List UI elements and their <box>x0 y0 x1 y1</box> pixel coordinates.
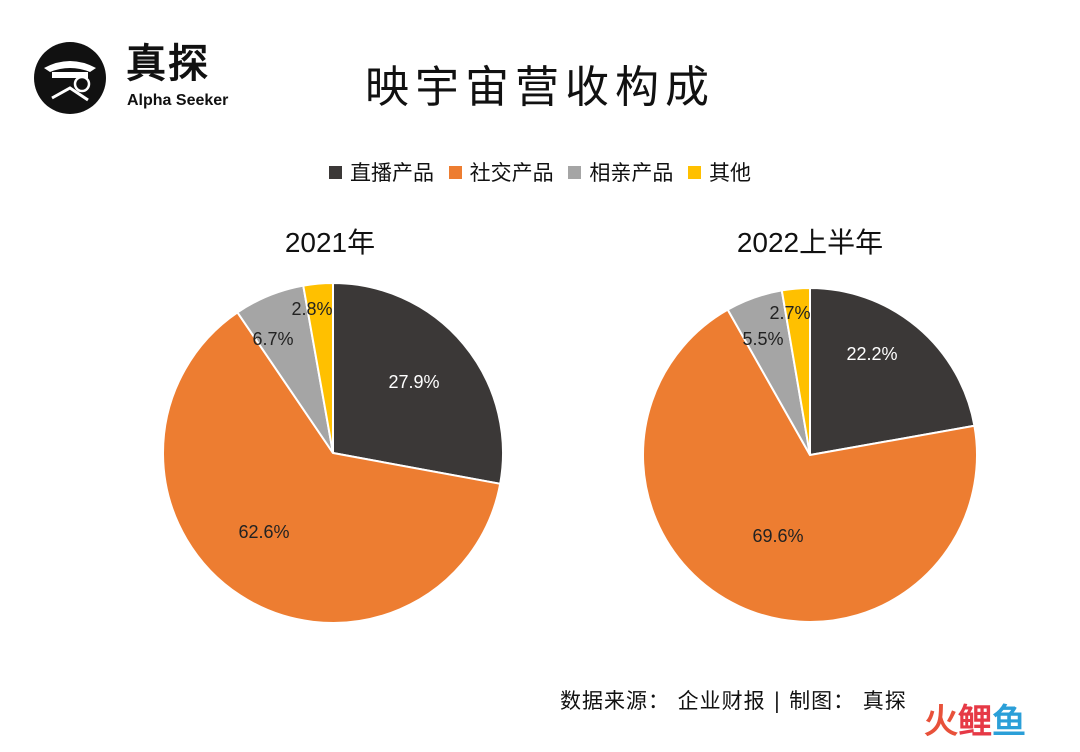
pie-data-label: 27.9% <box>388 372 439 392</box>
legend-label: 直播产品 <box>349 161 434 185</box>
legend-label: 社交产品 <box>469 161 554 185</box>
pie-data-label: 62.6% <box>238 522 289 542</box>
pie-data-label: 2.8% <box>291 299 332 319</box>
legend-swatch <box>328 166 342 179</box>
data-source-note: 数据来源： 企业财报 | 制图： 真探 <box>560 689 907 713</box>
pie-slice-live <box>332 281 505 485</box>
pie-slice-social <box>162 311 502 625</box>
legend-item-live: 直播产品 <box>328 158 434 188</box>
pie-data-label: 6.7% <box>252 329 293 349</box>
legend-item-dating: 相亲产品 <box>568 158 673 188</box>
pie-slice-live <box>809 286 976 457</box>
legend-item-social: 社交产品 <box>448 158 554 188</box>
pie-slice-other <box>780 286 811 456</box>
chart-title-2022h1: 2022上半年 <box>736 227 884 258</box>
legend-label: 相亲产品 <box>589 161 674 185</box>
legend-swatch <box>688 166 702 179</box>
pie-data-label: 5.5% <box>742 329 783 349</box>
pie-data-label: 22.2% <box>846 344 897 364</box>
legend-swatch <box>568 166 582 179</box>
detective-logo-icon <box>34 42 106 114</box>
chart-legend: 直播产品 社交产品 相亲产品 其他 <box>0 158 1080 188</box>
page-title: 映宇宙营收构成 <box>365 62 715 113</box>
pie-data-label: 2.7% <box>769 303 810 323</box>
pie-data-label: 69.6% <box>752 526 803 546</box>
legend-item-other: 其他 <box>688 158 751 188</box>
watermark-char: 鲤 <box>958 702 992 742</box>
logo-english-text: Alpha Seeker <box>127 92 229 109</box>
legend-label: 其他 <box>709 161 752 185</box>
watermark-char: 火 <box>924 702 958 742</box>
chart-title-2021: 2021年 <box>284 227 376 258</box>
watermark: 火鲤鱼 <box>924 702 1026 742</box>
pie-slice-other <box>302 281 334 454</box>
brand-logo: 真探 Alpha Seeker <box>30 36 250 116</box>
pie-slice-social <box>642 308 978 623</box>
watermark-char: 鱼 <box>992 702 1026 742</box>
legend-swatch <box>448 166 462 179</box>
logo-chinese-text: 真探 <box>126 41 210 87</box>
